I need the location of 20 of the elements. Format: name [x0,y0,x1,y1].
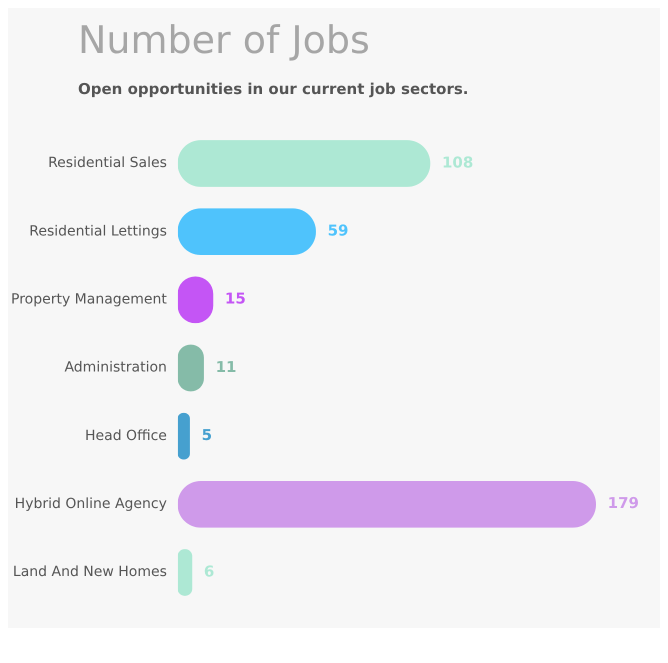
bar [178,412,190,460]
bar [178,140,430,187]
bar [178,549,192,596]
y-tick-label: Head Office [84,428,167,444]
y-tick-label: Administration [64,360,167,376]
chart-subtitle: Open opportunities in our current job sectors. [78,80,470,98]
data-label: 15 [224,290,246,308]
data-label: 6 [204,562,214,580]
y-tick-label: Residential Lettings [29,223,167,240]
data-label: 5 [202,426,212,444]
chart-title: Number of Jobs [78,18,371,62]
y-tick-label: Property Management [10,291,168,308]
data-label: 108 [442,153,474,172]
data-label: 179 [608,494,639,512]
y-tick-label: Residential Sales [48,155,167,172]
data-label: 11 [216,358,236,376]
y-tick-label: Hybrid Online Agency [14,496,167,512]
data-label: 59 [328,222,348,240]
y-tick-label: Land And New Homes [12,564,167,580]
bar [178,481,596,528]
